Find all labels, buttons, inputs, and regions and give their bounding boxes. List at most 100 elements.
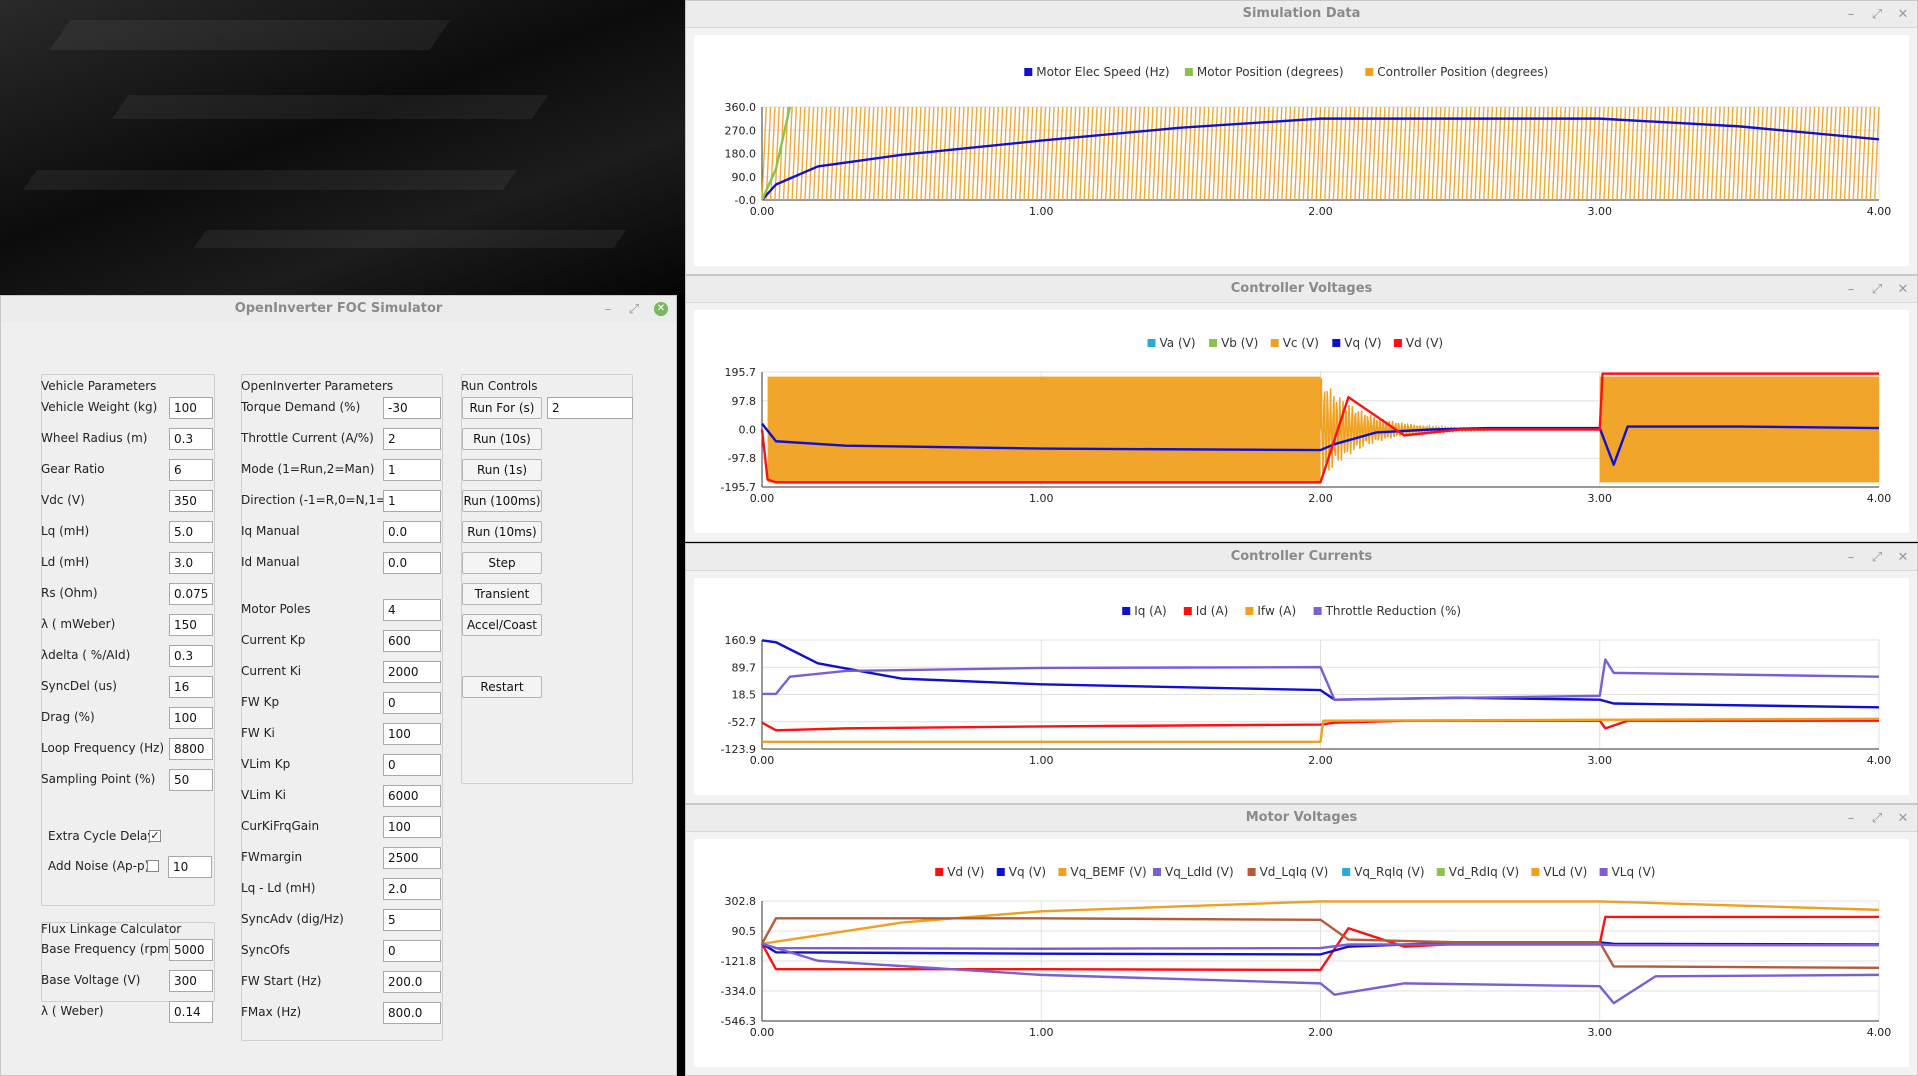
minimize-icon[interactable]: – [1847, 549, 1855, 565]
add-noise-checkbox[interactable] [147, 860, 159, 872]
field-label-gear-ratio: Gear Ratio [41, 462, 105, 476]
window-controls: – ⤢ ✕ [1845, 1, 1909, 27]
field-input-fwmargin[interactable] [383, 847, 441, 869]
run-for-button[interactable]: Run For (s) [462, 397, 542, 419]
field-input-mode-1-run-2-man[interactable] [383, 459, 441, 481]
field-input-mweber[interactable] [169, 614, 213, 636]
field-label-mode-1-run-2-man: Mode (1=Run,2=Man) [241, 462, 375, 476]
run-button-accel-coast[interactable]: Accel/Coast [462, 614, 542, 636]
field-input-lq-ld-mh[interactable] [383, 878, 441, 900]
restart-button[interactable]: Restart [462, 676, 542, 698]
y-tick-label: 270.0 [725, 124, 757, 137]
maximize-icon[interactable]: ⤢ [1871, 6, 1883, 22]
minimize-icon[interactable]: – [1847, 6, 1855, 22]
field-input-fw-ki[interactable] [383, 723, 441, 745]
run-button-step[interactable]: Step [462, 552, 542, 574]
maximize-icon[interactable]: ⤢ [628, 301, 640, 317]
field-input-fmax-hz[interactable] [383, 1002, 441, 1024]
minimize-icon[interactable]: – [604, 301, 612, 317]
add-noise-input[interactable] [168, 856, 212, 878]
run-button-run-1s[interactable]: Run (1s) [462, 459, 542, 481]
field-input-delta-aid[interactable] [169, 645, 213, 667]
run-for-input[interactable] [547, 397, 633, 419]
close-icon[interactable]: ✕ [1897, 810, 1909, 826]
field-input-syncofs[interactable] [383, 940, 441, 962]
field-input-loop-frequency-hz[interactable] [169, 738, 213, 760]
field-label-rs-ohm: Rs (Ohm) [41, 586, 98, 600]
close-icon[interactable]: ✕ [654, 302, 668, 316]
simulation-data-window[interactable]: Simulation Data – ⤢ ✕ Motor Elec Speed (… [685, 0, 1918, 275]
field-input-lq-mh[interactable] [169, 521, 213, 543]
chart-panel: Vd (V) Vq (V) Vq_BEMF (V) Vq_LdId (V) Vd_LqI… [694, 839, 1909, 1067]
x-tick-label: 3.00 [1588, 205, 1613, 218]
run-controls-heading: Run Controls [461, 379, 538, 393]
field-input-current-kp[interactable] [383, 630, 441, 652]
legend-swatch [1247, 868, 1256, 876]
field-input-current-ki[interactable] [383, 661, 441, 683]
maximize-icon[interactable]: ⤢ [1871, 810, 1883, 826]
legend-swatch [996, 868, 1005, 876]
field-input-gear-ratio[interactable] [169, 459, 213, 481]
field-input-vlim-ki[interactable] [383, 785, 441, 807]
field-input-vehicle-weight-kg[interactable] [169, 397, 213, 419]
legend-swatch [1245, 607, 1254, 615]
field-label-motor-poles: Motor Poles [241, 602, 311, 616]
simulation-data-chart: Motor Elec Speed (Hz) Motor Position (deg… [725, 65, 1892, 218]
series-band-vc [767, 376, 1321, 483]
field-input-sampling-point[interactable] [169, 769, 213, 791]
motor-voltages-chart: Vd (V) Vq (V) Vq_BEMF (V) Vq_LdId (V) Vd_LqI… [721, 865, 1892, 1039]
field-input-vlim-kp[interactable] [383, 754, 441, 776]
y-tick-label: 302.8 [725, 895, 757, 908]
run-button-run-100ms[interactable]: Run (100ms) [462, 490, 542, 512]
run-button-run-10s[interactable]: Run (10s) [462, 428, 542, 450]
field-input-curkifrqgain[interactable] [383, 816, 441, 838]
legend: Vd (V) Vq (V) Vq_BEMF (V) Vq_LdId (V) Vd_LqI… [935, 865, 1656, 879]
field-input-direction-1-r-0-n-1-f[interactable] [383, 490, 441, 512]
field-label-fw-start-hz: FW Start (Hz) [241, 974, 322, 988]
field-input-base-voltage-v[interactable] [169, 970, 213, 992]
field-input-fw-start-hz[interactable] [383, 971, 441, 993]
y-tick-label: -97.8 [728, 452, 756, 465]
extra-cycle-delay-checkbox[interactable]: ✓ [149, 829, 161, 842]
field-input-weber[interactable] [169, 1001, 213, 1023]
field-input-fw-kp[interactable] [383, 692, 441, 714]
minimize-icon[interactable]: – [1847, 810, 1855, 826]
window-title: Controller Voltages [686, 276, 1917, 303]
close-icon[interactable]: ✕ [1897, 6, 1909, 22]
field-input-motor-poles[interactable] [383, 599, 441, 621]
minimize-icon[interactable]: – [1847, 281, 1855, 297]
field-input-base-frequency-rpm[interactable] [169, 939, 213, 961]
series-line-vq-bemf-v [761, 900, 1880, 945]
maximize-icon[interactable]: ⤢ [1871, 281, 1883, 297]
y-tick-label: 18.5 [732, 689, 757, 702]
window-controls: – ⤢ ✕ [1845, 276, 1909, 302]
field-input-id-manual[interactable] [383, 552, 441, 574]
field-input-rs-ohm[interactable] [169, 583, 213, 605]
series-line-motor-position-degrees [760, 106, 792, 201]
field-input-iq-manual[interactable] [383, 521, 441, 543]
foc-simulator-window[interactable]: OpenInverter FOC Simulator – ⤢ ✕ Vehicle… [0, 295, 677, 1076]
maximize-icon[interactable]: ⤢ [1871, 549, 1883, 565]
field-input-wheel-radius-m[interactable] [169, 428, 213, 450]
legend-entry: Iq (A) [1134, 604, 1167, 618]
field-input-syncdel-us[interactable] [169, 676, 213, 698]
close-icon[interactable]: ✕ [1897, 281, 1909, 297]
field-input-drag[interactable] [169, 707, 213, 729]
field-input-vdc-v[interactable] [169, 490, 213, 512]
x-tick-label: 2.00 [1308, 492, 1333, 505]
run-button-run-10ms[interactable]: Run (10ms) [462, 521, 542, 543]
chart-panel: Va (V) Vb (V) Vc (V) Vq (V) Vd (V) 0.00 1.00 2.… [694, 310, 1909, 533]
field-input-throttle-current-a[interactable] [383, 428, 441, 450]
motor-voltages-window[interactable]: Motor Voltages – ⤢ ✕ Vd (V) Vq (V) Vq_BEMF… [685, 804, 1918, 1076]
controller-currents-window[interactable]: Controller Currents – ⤢ ✕ Iq (A) Id (A) If… [685, 543, 1918, 804]
controller-voltages-window[interactable]: Controller Voltages – ⤢ ✕ Va (V) Vb (V) Vc… [685, 275, 1918, 542]
field-label-vlim-kp: VLim Kp [241, 757, 291, 771]
field-input-syncadv-dig-hz[interactable] [383, 909, 441, 931]
field-input-ld-mh[interactable] [169, 552, 213, 574]
close-icon[interactable]: ✕ [1897, 549, 1909, 565]
series-line-vq-v [761, 422, 1880, 466]
run-button-transient[interactable]: Transient [462, 583, 542, 605]
field-input-torque-demand[interactable] [383, 397, 441, 419]
openinverter-parameters-heading: OpenInverter Parameters [241, 379, 394, 393]
x-tick-label: 1.00 [1029, 492, 1054, 505]
